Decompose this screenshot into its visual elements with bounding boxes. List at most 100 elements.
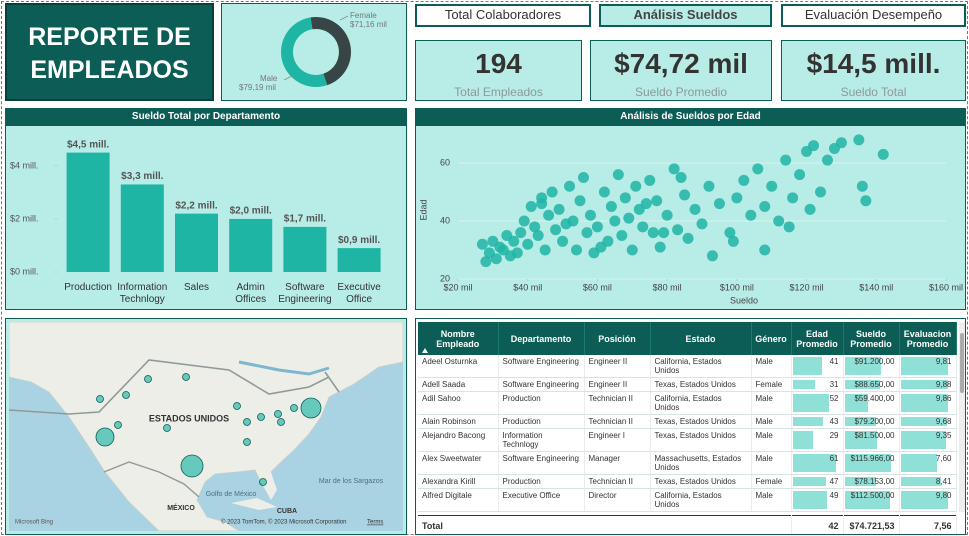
scatter-point	[727, 235, 739, 247]
table-cell: 9,81	[899, 355, 957, 378]
leader-line	[339, 15, 349, 21]
table-cell: Manager	[584, 451, 651, 475]
map-brand: Microsoft Bing	[15, 520, 53, 526]
table-cell: Technician II	[584, 391, 651, 415]
y-tick-label: 20	[440, 273, 450, 283]
scatter-point	[598, 186, 610, 198]
x-tick-label: Sales	[183, 282, 209, 293]
table-total: Total 42 $74.721,53 7,56	[418, 515, 957, 534]
table-cell: 52	[791, 391, 844, 415]
scatter-point	[476, 238, 488, 250]
data-label: $4,5 mill.	[67, 139, 109, 150]
table-cell: $91.200,00	[843, 355, 900, 378]
kpi-value: $14,5 mill.	[806, 48, 941, 79]
scatter-point	[560, 218, 572, 230]
scatter-point	[574, 195, 586, 207]
x-tick-label: Information Technlogy	[117, 282, 168, 305]
table-row: Alexandra Kirill Production Technician II T…	[418, 474, 957, 489]
table-cell: Alexandra Kirill	[418, 474, 499, 489]
bar	[337, 248, 381, 272]
x-tick-label: $60 mil	[583, 282, 612, 292]
table-cell: Male	[751, 488, 792, 512]
panel-title: Sueldo Total por Departamento	[6, 109, 406, 126]
data-bar	[844, 380, 881, 389]
scatter-point	[623, 212, 635, 224]
scatter-point	[640, 198, 652, 210]
scatter-point	[591, 221, 603, 233]
x-tick-label: Software Engineering	[278, 282, 332, 305]
scatter-point	[668, 163, 680, 175]
scatter-point	[682, 232, 694, 244]
table-cell: Production	[498, 414, 585, 429]
table-cell: Texas, Estados Unidos	[650, 474, 752, 489]
scatter-point	[651, 195, 663, 207]
scatter-point	[658, 227, 670, 239]
bar-chart-panel: Sueldo Total por Departamento $0 mill. $2…	[5, 108, 407, 310]
table-cell: 7,60	[899, 451, 957, 475]
x-tick-label: $80 mil	[653, 282, 682, 292]
y-tick-label: 40	[440, 215, 450, 225]
scatter-point	[759, 244, 771, 256]
total-cell: Total	[418, 515, 792, 534]
table-cell: $115.966,00	[843, 451, 900, 475]
y-tick-label: 60	[440, 157, 450, 167]
table-cell: Software Engineering	[498, 377, 585, 392]
scatter-point	[780, 154, 792, 166]
table-cell: Information Technlogy	[498, 428, 585, 452]
scatter-point	[860, 195, 872, 207]
data-label: $2,2 mill.	[175, 200, 217, 211]
table-cell: $78.153,00	[843, 474, 900, 489]
cell-value: 9,80	[935, 491, 952, 500]
data-label: $1,7 mill.	[284, 214, 326, 225]
map-copyright: © 2023 TomTom, © 2023 Microsoft Corporat…	[221, 519, 346, 526]
table-cell: Engineer II	[584, 355, 651, 378]
kpi-card: $74,72 mil Sueldo Promedio	[590, 40, 772, 101]
map-label: MÉXICO	[167, 503, 195, 512]
column-header: Posición	[584, 322, 651, 355]
table-cell: 9,35	[899, 428, 957, 452]
tab[interactable]: Evaluación Desempeño	[781, 4, 966, 27]
table-cell: Production	[498, 474, 585, 489]
column-header: Estado	[650, 322, 752, 355]
table-row: Alex Sweetwater Software Engineering Manag…	[418, 451, 957, 475]
scatter-point	[703, 180, 715, 192]
scatter-point	[644, 174, 656, 186]
cell-value: 7,60	[935, 454, 952, 463]
scatter-point	[536, 198, 548, 210]
table-cell: 9,68	[899, 414, 957, 429]
map-terms[interactable]: Terms	[367, 520, 383, 526]
scatter-point	[815, 186, 827, 198]
data-label: $2,0 mill.	[230, 206, 272, 217]
table-cell: Engineer I	[584, 428, 651, 452]
scatter-point	[804, 203, 816, 215]
scatter-point	[821, 154, 833, 166]
table-cell: Female	[751, 377, 792, 392]
scatter-point	[577, 172, 589, 184]
map[interactable]: ESTADOS UNIDOS Golfo de México MÉXICO CU…	[9, 322, 403, 531]
tab-active[interactable]: Análisis Sueldos	[599, 4, 772, 27]
table-cell: Male	[751, 355, 792, 378]
cell-value: 49	[829, 491, 839, 500]
data-bar	[844, 394, 869, 412]
kpi-label: Total Empleados	[454, 85, 543, 99]
tab[interactable]: Total Colaboradores	[415, 4, 591, 27]
x-tick-label: Admin Offices	[235, 282, 267, 305]
cell-value: $115.966,00	[850, 454, 895, 463]
scatter-point	[853, 134, 865, 146]
scatter-point	[626, 244, 638, 256]
scrollbar-thumb[interactable]	[960, 333, 964, 393]
kpi-value: 194	[475, 48, 522, 79]
scatter-point	[675, 172, 687, 184]
data-bar	[900, 454, 938, 472]
scatter-point	[696, 218, 708, 230]
cell-value: 47	[829, 477, 839, 486]
table-cell: 9,80	[899, 488, 957, 512]
cell-value: 43	[829, 417, 839, 426]
data-bar	[792, 431, 814, 449]
table-cell: California, Estados Unidos	[650, 488, 752, 512]
scatter-point	[759, 201, 771, 213]
donut-chart: Female$71,16 mil Male$79,19 mil	[239, 11, 387, 92]
scrollbar-track[interactable]	[959, 322, 965, 512]
scatter-point	[539, 244, 551, 256]
scatter-point	[745, 209, 757, 221]
